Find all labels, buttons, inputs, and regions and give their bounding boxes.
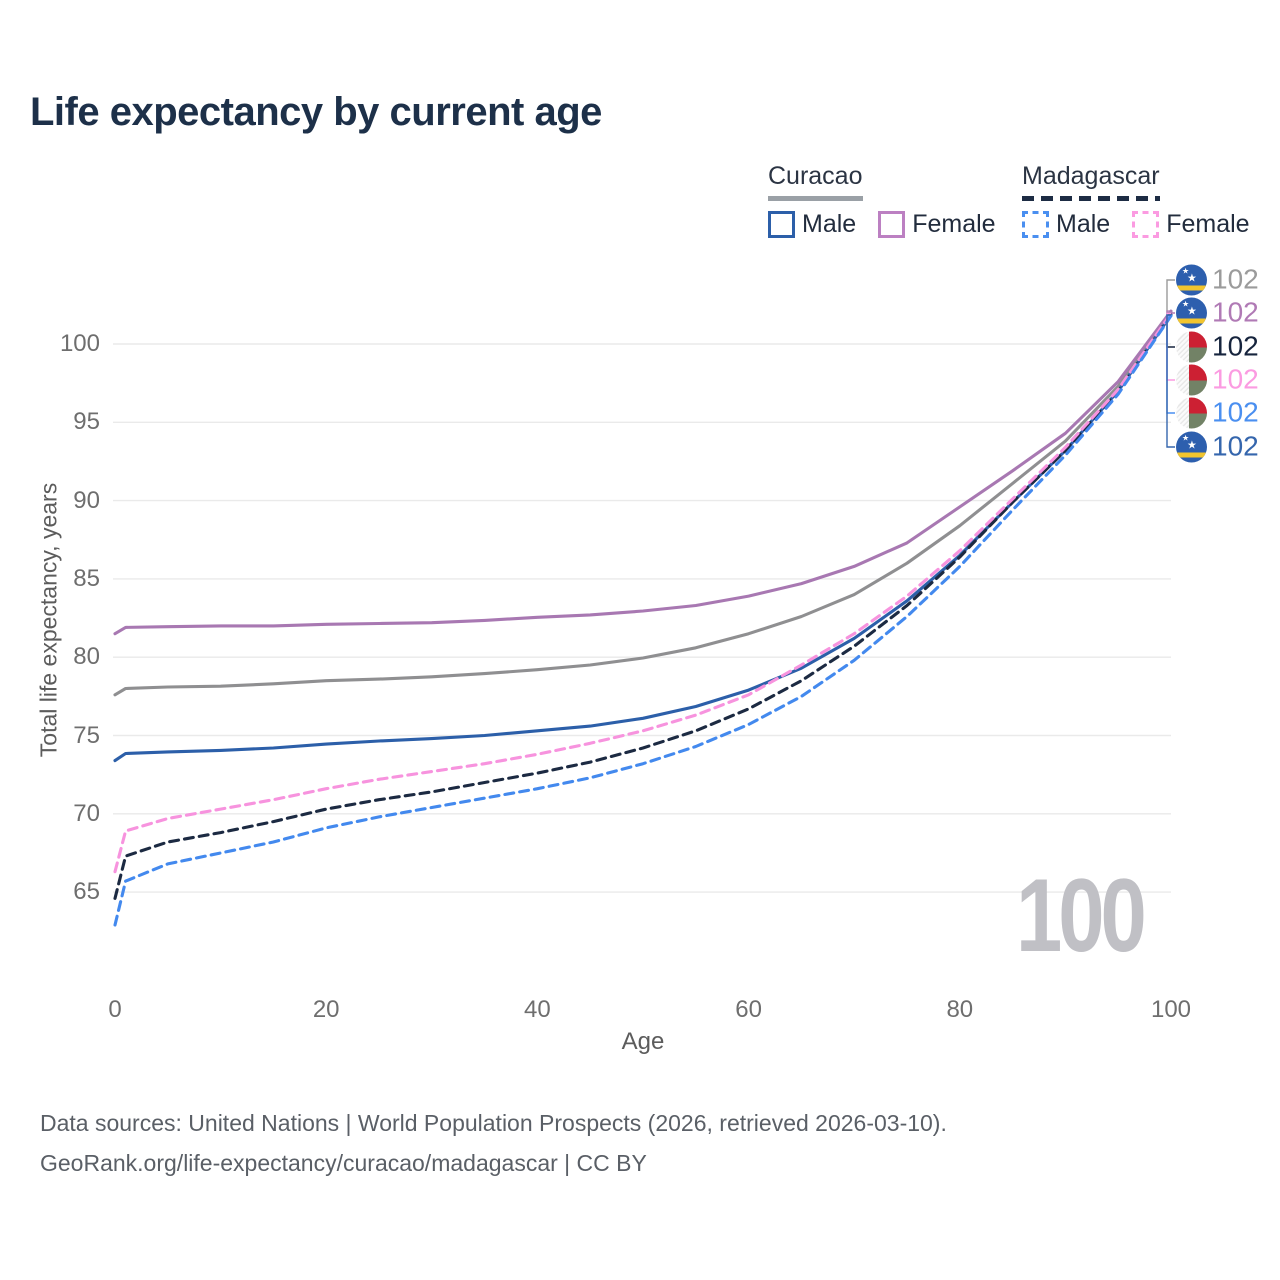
legend-item-madagascar-male[interactable]: Male <box>1022 210 1110 239</box>
legend-swatch-curacao-female <box>878 210 906 238</box>
legend-swatch-madagascar-male <box>1022 210 1049 238</box>
legend-item-madagascar-female[interactable]: Female <box>1132 209 1250 239</box>
watermark-age-100: 100 <box>1016 858 1147 974</box>
leader-line-curacao_male <box>1166 314 1175 448</box>
legend-group-name: Curacao <box>768 162 863 190</box>
x-tick-100: 100 <box>1150 996 1192 1023</box>
legend-underline-solid <box>768 196 863 201</box>
x-axis-title: Age <box>621 1028 665 1055</box>
footer-data-sources: Data sources: United Nations | World Pop… <box>40 1110 947 1136</box>
x-tick-80: 80 <box>946 996 974 1023</box>
legend-group-name: Madagascar <box>1022 162 1160 190</box>
endpoint-value-madagascar_female: 102 <box>1212 363 1259 395</box>
series-line-curacao_male <box>113 313 1173 763</box>
madagascar-flag-icon <box>1176 331 1207 363</box>
curacao-flag-icon: ★ ★ <box>1176 431 1207 463</box>
series-line-madagascar_both <box>113 312 1173 900</box>
legend-header-curacao[interactable]: Curacao <box>768 162 863 201</box>
curacao-flag-icon: ★ ★ <box>1176 297 1207 329</box>
y-tick-70: 70 <box>73 799 100 827</box>
y-tick-65: 65 <box>73 878 100 906</box>
y-tick-80: 80 <box>73 643 100 671</box>
y-tick-95: 95 <box>73 408 100 436</box>
series-line-curacao_both <box>113 311 1173 697</box>
x-tick-20: 20 <box>312 996 340 1023</box>
legend-item-curacao-female[interactable]: Female <box>878 209 996 239</box>
endpoint-value-curacao_both: 102 <box>1212 263 1259 295</box>
legend-item-curacao-male[interactable]: Male <box>768 210 856 239</box>
x-tick-60: 60 <box>735 996 762 1023</box>
y-tick-100: 100 <box>59 330 100 357</box>
legend-item-label: Male <box>1056 209 1111 238</box>
footer-attribution: GeoRank.org/life-expectancy/curacao/mada… <box>40 1150 647 1176</box>
endpoint-value-madagascar_male: 102 <box>1212 396 1259 428</box>
legend-items-curacao: Male Female <box>768 210 996 239</box>
legend-item-label: Female <box>1166 209 1250 238</box>
series-line-curacao_female <box>113 309 1173 636</box>
legend-group-madagascar: Madagascar Male Female <box>1022 162 1250 239</box>
legend-swatch-madagascar-female <box>1132 210 1160 238</box>
series-line-madagascar_male <box>113 314 1173 927</box>
leader-line-madagascar_male <box>1166 315 1175 414</box>
legend-swatch-curacao-male <box>768 210 795 238</box>
legend-items-madagascar: Male Female <box>1022 210 1250 239</box>
y-tick-85: 85 <box>73 564 100 592</box>
endpoint-value-madagascar_both: 102 <box>1212 330 1259 362</box>
y-tick-75: 75 <box>73 721 100 749</box>
legend-underline-dashed <box>1022 196 1160 201</box>
endpoint-value-curacao_male: 102 <box>1212 430 1259 462</box>
x-tick-0: 0 <box>108 996 122 1023</box>
series-line-madagascar_female <box>113 311 1173 874</box>
legend-group-curacao: Curacao Male Female <box>768 162 996 239</box>
y-tick-90: 90 <box>73 486 100 514</box>
page-title: Life expectancy by current age <box>30 90 602 134</box>
leader-line-curacao_both <box>1166 279 1175 314</box>
curacao-flag-icon: ★ ★ <box>1176 264 1207 296</box>
legend-header-madagascar[interactable]: Madagascar <box>1022 162 1160 201</box>
endpoint-value-curacao_female: 102 <box>1212 296 1259 328</box>
legend-item-label: Female <box>912 209 996 238</box>
x-tick-40: 40 <box>524 996 551 1023</box>
madagascar-flag-icon <box>1176 397 1207 429</box>
legend-item-label: Male <box>802 209 857 238</box>
madagascar-flag-icon <box>1176 364 1207 396</box>
